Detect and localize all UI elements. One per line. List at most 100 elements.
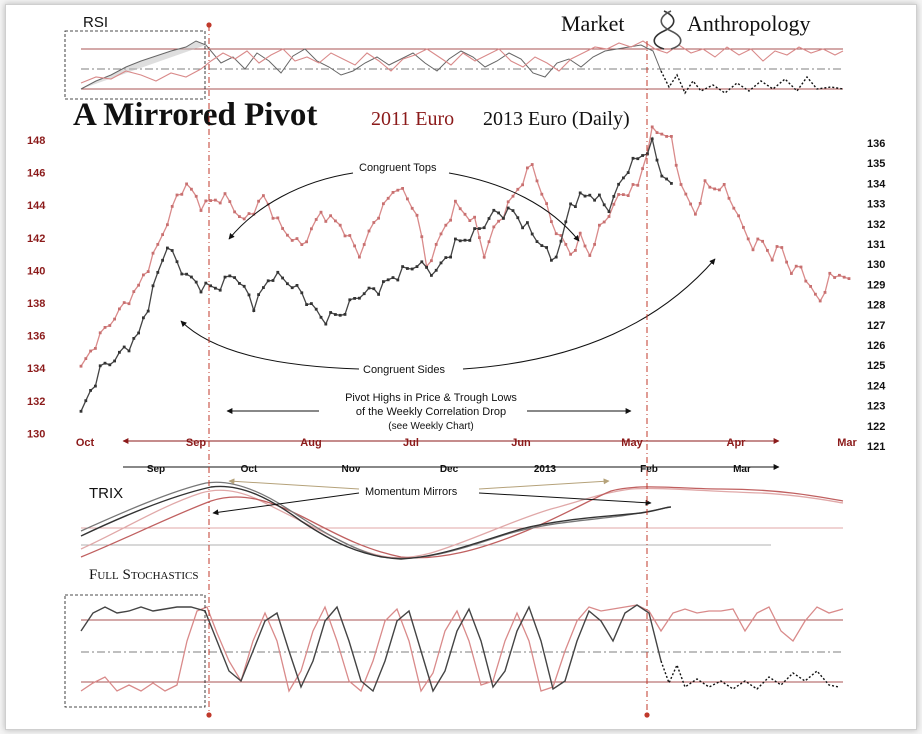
axis-2011-jun: Jun (511, 437, 531, 449)
point-2011-euro-137 (737, 214, 740, 218)
point-2013-euro-88 (502, 217, 505, 220)
point-2011-euro-49 (314, 218, 318, 221)
point-2013-euro-60 (367, 286, 371, 290)
annotation-pivot-1: Pivot Highs in Price & Trough Lows (345, 392, 517, 404)
trix-2011-line (80, 486, 844, 559)
point-2011-euro-158 (838, 273, 841, 277)
point-2011-euro-120 (655, 131, 659, 134)
point-2011-euro-73 (430, 259, 433, 263)
point-2011-euro-32 (233, 210, 236, 214)
point-2013-euro-94 (530, 232, 534, 236)
point-2013-euro-63 (382, 280, 385, 283)
point-2013-euro-99 (554, 255, 558, 259)
point-2013-euro-25 (199, 290, 203, 294)
point-2011-euro-104 (578, 231, 582, 235)
point-2013-euro-83 (478, 227, 481, 230)
point-2011-euro-45 (295, 237, 299, 240)
right-tick-130: 130 (867, 259, 885, 271)
point-2011-euro-121 (660, 132, 664, 136)
point-2013-euro-62 (377, 293, 380, 296)
point-2011-euro-85 (487, 240, 491, 244)
point-2011-euro-90 (511, 194, 515, 198)
axis-2011-apr: Apr (727, 437, 747, 449)
point-2011-euro-152 (809, 285, 812, 288)
axis-2013-sep: Sep (147, 464, 165, 475)
point-2013-euro-14 (146, 309, 150, 313)
point-2013-euro-96 (540, 244, 544, 247)
point-2013-euro-102 (569, 202, 572, 206)
point-2013-euro-107 (593, 198, 596, 202)
point-2011-euro-69 (410, 206, 414, 210)
point-2011-euro-149 (794, 264, 798, 268)
point-2011-euro-141 (756, 237, 760, 241)
axis-2011-jul: Jul (403, 437, 419, 449)
point-2013-euro-53 (334, 313, 337, 316)
point-2013-euro-117 (641, 154, 644, 157)
point-2011-euro-83 (478, 236, 481, 239)
point-2013-euro-49 (314, 307, 318, 311)
point-2013-euro-36 (252, 309, 256, 312)
point-2011-euro-58 (358, 255, 361, 259)
point-2013-euro-12 (137, 331, 140, 335)
point-2011-euro-2 (89, 349, 92, 353)
point-2011-euro-47 (305, 240, 308, 244)
left-price-axis: 148 146 144 142 140 138 136 134 132 130 (27, 135, 46, 440)
point-2011-euro-151 (804, 279, 808, 283)
point-2011-euro-42 (281, 227, 284, 230)
point-2011-euro-105 (583, 244, 587, 248)
right-tick-123: 123 (867, 401, 885, 413)
point-2011-euro-93 (526, 166, 529, 170)
right-tick-122: 122 (867, 421, 885, 433)
point-2011-euro-131 (708, 185, 712, 189)
point-2011-euro-101 (564, 243, 568, 246)
point-2011-euro-15 (151, 251, 155, 255)
point-2013-euro-43 (286, 282, 289, 286)
axis-2011-mar: Mar (837, 437, 857, 449)
point-2011-euro-64 (386, 196, 390, 200)
point-2011-euro-96 (540, 192, 544, 196)
annotation-congruent-tops: Congruent Tops (359, 162, 437, 174)
point-2011-euro-68 (406, 197, 409, 201)
point-2011-euro-84 (482, 255, 486, 259)
point-2013-euro-40 (271, 279, 275, 282)
point-2013-euro-47 (305, 303, 308, 306)
point-2011-euro-91 (516, 187, 520, 191)
point-2013-euro-70 (415, 265, 419, 268)
point-2013-euro-15 (151, 284, 155, 288)
point-2013-euro-10 (127, 349, 131, 353)
point-2011-euro-134 (722, 183, 726, 186)
point-2011-euro-119 (650, 125, 654, 129)
point-2013-euro-93 (526, 221, 529, 224)
right-tick-127: 127 (867, 320, 885, 332)
point-2013-euro-46 (300, 291, 304, 295)
time-axis-2013: Sep Oct Nov Dec 2013 Feb Mar (123, 464, 780, 475)
point-2013-euro-91 (516, 216, 520, 220)
point-2011-euro-103 (574, 249, 577, 252)
point-2011-euro-156 (828, 271, 832, 275)
point-2011-euro-142 (761, 239, 764, 243)
series-line-2011-euro (80, 125, 850, 367)
point-2011-euro-57 (353, 244, 356, 248)
point-2013-euro-3 (94, 384, 97, 388)
point-2013-euro-69 (410, 267, 414, 271)
rsi-2013-line (80, 40, 662, 90)
point-2011-euro-98 (550, 220, 553, 223)
point-2011-euro-61 (372, 221, 376, 224)
point-2013-euro-50 (319, 315, 323, 319)
point-2013-euro-56 (348, 298, 352, 302)
left-tick-144: 144 (27, 200, 46, 212)
trix-2013-line (80, 485, 672, 560)
point-2013-euro-103 (574, 205, 577, 208)
annotation-pivot-2: of the Weekly Correlation Drop (356, 406, 506, 418)
annotations: Congruent Tops Congruent Sides Pivot Hig… (180, 162, 716, 432)
stochastics-label: Full Stochastics (89, 567, 198, 583)
mirrored-pivot-chart: RSI Market Anthropology A Mirrored Pivot… (27, 10, 886, 718)
axis-2011-aug: Aug (300, 437, 321, 449)
point-2011-euro-54 (338, 223, 342, 227)
point-2013-euro-58 (358, 296, 361, 300)
point-2013-euro-57 (353, 297, 356, 300)
dna-icon (653, 10, 682, 50)
point-2011-euro-79 (458, 207, 462, 211)
point-2013-euro-95 (535, 240, 539, 243)
point-2011-euro-35 (247, 212, 251, 215)
